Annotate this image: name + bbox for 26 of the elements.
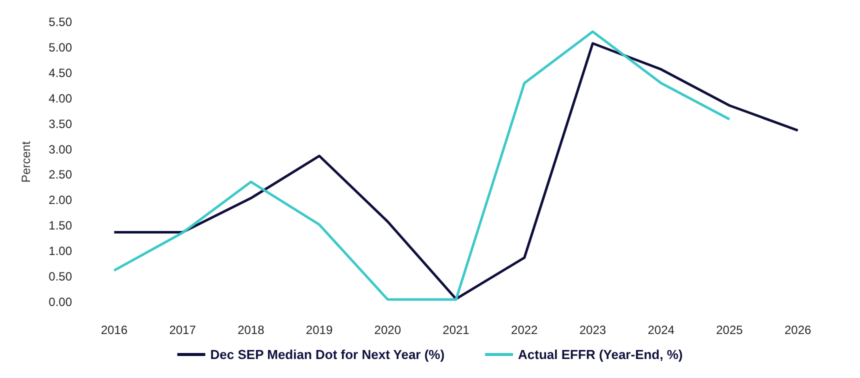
x-tick-label: 2021 <box>442 323 470 337</box>
y-tick-label: 0.00 <box>48 295 72 309</box>
x-tick-label: 2025 <box>716 323 744 337</box>
y-axis-title: Percent <box>19 140 33 183</box>
y-tick-label: 4.50 <box>48 66 72 80</box>
y-tick-label: 2.50 <box>48 168 72 182</box>
legend-label: Dec SEP Median Dot for Next Year (%) <box>210 347 445 362</box>
x-tick-label: 2023 <box>579 323 606 337</box>
y-tick-label: 0.50 <box>48 270 72 284</box>
x-tick-label: 2019 <box>306 323 333 337</box>
x-tick-label: 2026 <box>784 323 812 337</box>
y-tick-label: 5.50 <box>48 15 72 29</box>
x-tick-label: 2020 <box>374 323 402 337</box>
y-tick-label: 1.00 <box>48 244 72 258</box>
x-tick-label: 2017 <box>169 323 196 337</box>
y-tick-label: 5.00 <box>48 40 72 54</box>
x-tick-label: 2018 <box>238 323 265 337</box>
y-tick-label: 1.50 <box>48 218 72 233</box>
x-tick-label: 2022 <box>511 323 538 337</box>
x-tick-label: 2016 <box>100 323 128 337</box>
legend-label: Actual EFFR (Year-End, %) <box>518 347 683 362</box>
y-tick-label: 4.00 <box>48 91 72 106</box>
x-tick-label: 2024 <box>648 323 675 337</box>
y-tick-label: 3.00 <box>48 142 72 156</box>
y-tick-label: 2.00 <box>48 193 72 208</box>
y-tick-label: 3.50 <box>48 116 72 131</box>
